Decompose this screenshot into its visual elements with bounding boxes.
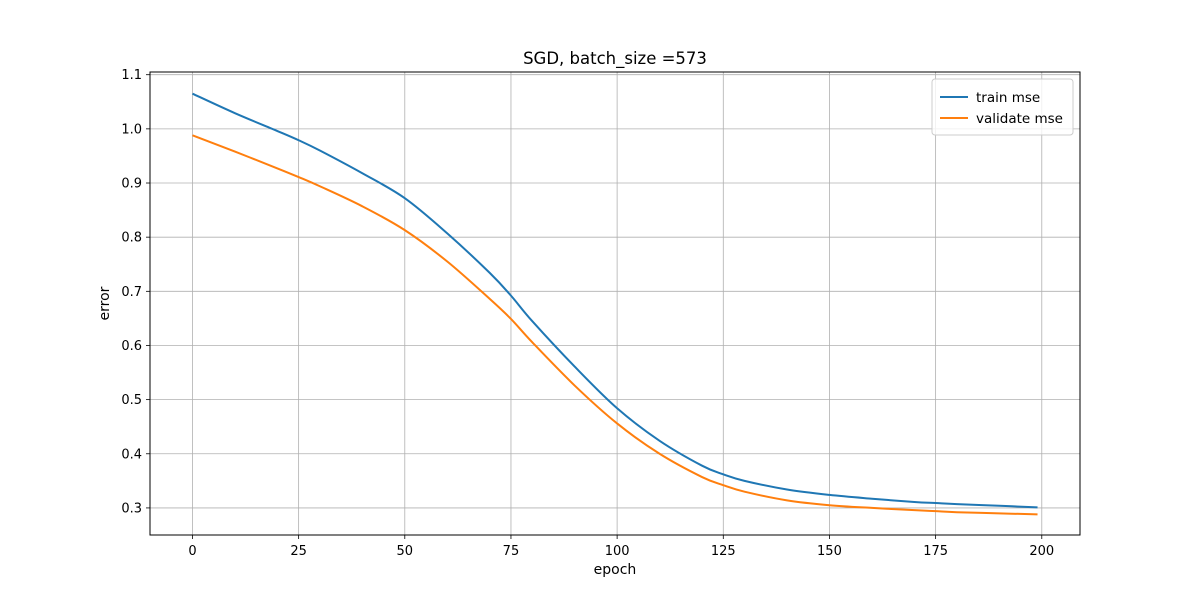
y-tick-label: 0.4 [121, 447, 142, 462]
grid [150, 72, 1080, 535]
x-tick-label: 75 [503, 544, 520, 559]
x-tick-label: 50 [397, 544, 414, 559]
legend-box [931, 78, 1074, 136]
y-tick-label: 1.0 [121, 122, 142, 137]
x-tick-label: 100 [605, 544, 630, 559]
x-axis-label: epoch [594, 562, 637, 578]
legend-label: validate mse [976, 111, 1063, 127]
y-tick-label: 1.1 [121, 68, 142, 83]
legend-label: train mse [976, 90, 1040, 106]
axes-frame [149, 71, 1081, 536]
axis-ticks: 0 25 50 75 100 125 150 175 200 0.3 0.4 0.5 0.6 0.7 0.8… [121, 68, 1054, 559]
y-axis-label: error [97, 286, 113, 320]
x-tick-label: 25 [290, 544, 307, 559]
chart-title: SGD, batch_size =573 [523, 49, 707, 69]
y-tick-label: 0.8 [121, 231, 142, 246]
legend: train mse validate mse [931, 78, 1074, 136]
y-tick-label: 0.3 [121, 501, 142, 516]
x-tick-label: 175 [923, 544, 948, 559]
x-tick-label: 0 [188, 544, 196, 559]
x-tick-label: 200 [1029, 544, 1054, 559]
x-tick-label: 125 [711, 544, 736, 559]
y-tick-label: 0.5 [121, 393, 142, 408]
plot-lines [192, 92, 1038, 516]
y-tick-label: 0.6 [121, 339, 142, 354]
y-tick-label: 0.7 [121, 285, 142, 300]
x-tick-label: 150 [817, 544, 842, 559]
y-tick-label: 0.9 [121, 177, 142, 192]
series-line-train-mse [192, 92, 1038, 509]
series-line-validate-mse [192, 134, 1038, 516]
